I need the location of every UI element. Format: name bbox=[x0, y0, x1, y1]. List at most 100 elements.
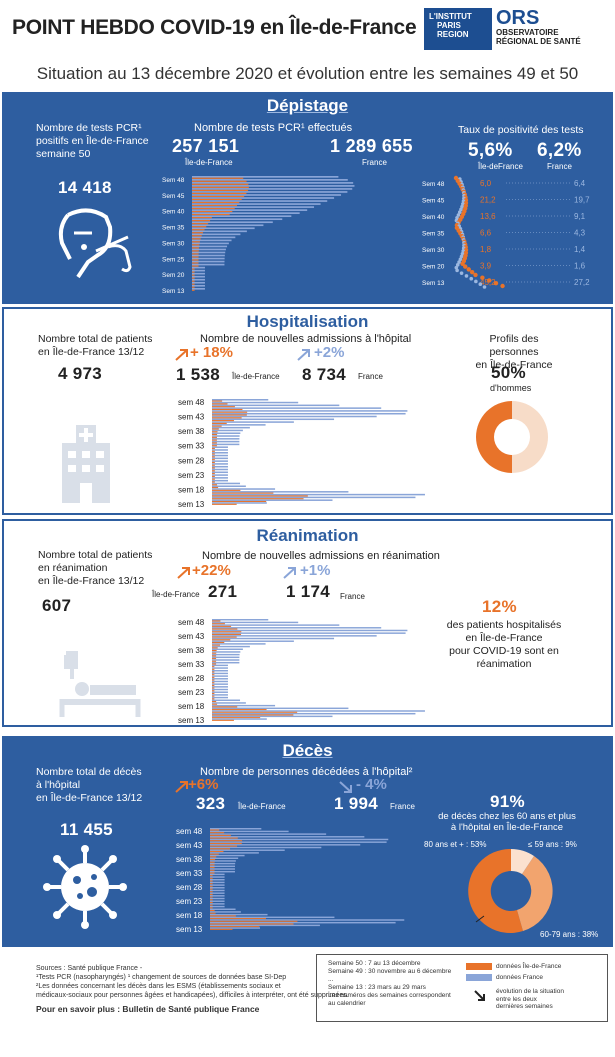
trend-up-arrow-icon bbox=[175, 781, 188, 793]
idf-bar bbox=[192, 183, 249, 185]
france-bar bbox=[212, 675, 228, 677]
deaths-label: Nombre total de décès à l'hôpital en Île-d… bbox=[36, 766, 143, 804]
positivity-fr-value: 6,2% bbox=[537, 140, 582, 161]
france-bar bbox=[210, 852, 259, 854]
france-bar bbox=[192, 179, 348, 181]
idf-bar bbox=[212, 714, 294, 716]
idf-bar bbox=[212, 719, 234, 721]
france-bar bbox=[212, 485, 246, 488]
deaths-idf-value: 323 bbox=[196, 794, 226, 813]
week-tick-label: sem 33 bbox=[176, 869, 203, 878]
legend-fr-label: données France bbox=[496, 974, 543, 981]
legend-arrow-label: évolution de la situation entre les deux d… bbox=[496, 988, 564, 1010]
idf-bar bbox=[192, 253, 199, 255]
idf-bar bbox=[210, 859, 216, 861]
idf-point bbox=[493, 281, 499, 286]
section-deces: Décès Nombre total de décès à l'hôpital en… bbox=[2, 736, 613, 947]
france-bar bbox=[192, 203, 321, 205]
france-bar bbox=[212, 694, 228, 696]
france-bar bbox=[210, 924, 320, 927]
idf-bar bbox=[210, 877, 213, 879]
idf-bar bbox=[210, 899, 213, 901]
pcr-bar-chart: Sem 48 Sem 45 Sem 40 Sem 35 Sem 30 Sem 25 Sem … bbox=[162, 176, 355, 295]
france-bar bbox=[212, 648, 243, 651]
france-bar bbox=[212, 440, 240, 443]
idf-bar bbox=[210, 907, 213, 909]
idf-bar bbox=[210, 875, 213, 877]
rea-idf-value: 271 bbox=[208, 582, 238, 601]
idf-bar bbox=[212, 663, 217, 665]
france-bar bbox=[212, 399, 269, 401]
rate-week-label: Sem 48 bbox=[422, 181, 445, 188]
deaths-idf-trend: +6% bbox=[188, 776, 219, 793]
france-bar bbox=[192, 230, 247, 233]
week-tick-label: sem 23 bbox=[178, 688, 205, 697]
more-info-link[interactable]: Pour en savoir plus : Bulletin de Santé … bbox=[36, 1004, 260, 1014]
france-bar bbox=[212, 454, 228, 457]
idf-bar bbox=[192, 289, 195, 291]
idf-bar bbox=[210, 848, 231, 850]
idf-bar bbox=[212, 467, 215, 469]
france-bar bbox=[192, 176, 339, 178]
idf-bar bbox=[212, 641, 225, 644]
hosp-idf-label: Île-de-France bbox=[232, 372, 280, 381]
france-bar bbox=[212, 415, 377, 418]
week-tick-label: sem 43 bbox=[178, 413, 205, 422]
deaths-fr-label: France bbox=[390, 802, 415, 811]
france-bar bbox=[210, 892, 225, 894]
idf-bar bbox=[212, 682, 215, 684]
age-59-label: ≤ 59 ans : 9% bbox=[528, 840, 577, 849]
fr-point bbox=[456, 213, 461, 217]
france-bar bbox=[192, 212, 300, 214]
france-bar bbox=[212, 661, 240, 664]
section-hospitalisation: Hospitalisation Nombre total de patients… bbox=[2, 307, 613, 515]
hosp-fr-trend: +2% bbox=[314, 344, 345, 361]
france-bar bbox=[212, 499, 333, 501]
idf-bar bbox=[212, 620, 221, 622]
france-bar bbox=[212, 432, 241, 435]
pcr-tests-label: Nombre de tests PCR¹ effectués bbox=[194, 122, 353, 134]
france-bar bbox=[212, 443, 240, 446]
legend-weeks: Semaine 50 : 7 au 13 décembre Semaine 49 … bbox=[328, 960, 452, 1007]
idf-bar bbox=[212, 422, 227, 424]
fr-point bbox=[459, 271, 464, 275]
france-bar bbox=[212, 460, 228, 462]
idf-bar bbox=[212, 709, 267, 711]
france-bar bbox=[192, 194, 342, 196]
rate-idf-value: 6,6 bbox=[480, 229, 492, 238]
week-tick-label: sem 23 bbox=[176, 897, 203, 906]
france-bar bbox=[210, 919, 405, 921]
france-bar bbox=[210, 844, 361, 846]
france-bar bbox=[212, 435, 240, 437]
france-bar bbox=[212, 678, 228, 680]
idf-bar bbox=[210, 829, 220, 831]
idf-point bbox=[487, 278, 492, 283]
france-bar bbox=[212, 715, 333, 718]
idf-bar bbox=[212, 425, 222, 427]
pcr-fr-label: France bbox=[362, 158, 387, 167]
hosp-fr-label: France bbox=[358, 372, 383, 381]
trend-down-arrow-icon bbox=[339, 781, 352, 793]
france-bar bbox=[192, 191, 348, 193]
idf-bar bbox=[210, 926, 260, 928]
idf-bar bbox=[210, 928, 233, 930]
week-tick-label: sem 18 bbox=[178, 485, 205, 494]
idf-bar bbox=[212, 403, 228, 405]
total-patients-label: Nombre total de patients en Île-de-France… bbox=[38, 333, 153, 358]
france-bar bbox=[212, 412, 406, 415]
france-bar bbox=[210, 873, 225, 876]
legend-idf-swatch bbox=[466, 963, 492, 970]
test-swab-icon bbox=[58, 208, 132, 279]
trend-up-arrow-icon bbox=[175, 349, 188, 361]
idf-bar bbox=[210, 853, 219, 855]
idf-bar bbox=[212, 481, 215, 483]
france-bar bbox=[192, 200, 328, 202]
france-bar bbox=[212, 479, 228, 482]
idf-bar bbox=[212, 701, 217, 703]
fr-point bbox=[459, 254, 464, 259]
fr-point bbox=[469, 276, 474, 281]
week-tick-label: sem 38 bbox=[176, 855, 203, 864]
deaths-hosp-label: Nombre de personnes décédées à l'hôpital… bbox=[200, 766, 413, 778]
week-tick-label: sem 18 bbox=[176, 911, 203, 920]
idf-bar bbox=[212, 420, 234, 422]
